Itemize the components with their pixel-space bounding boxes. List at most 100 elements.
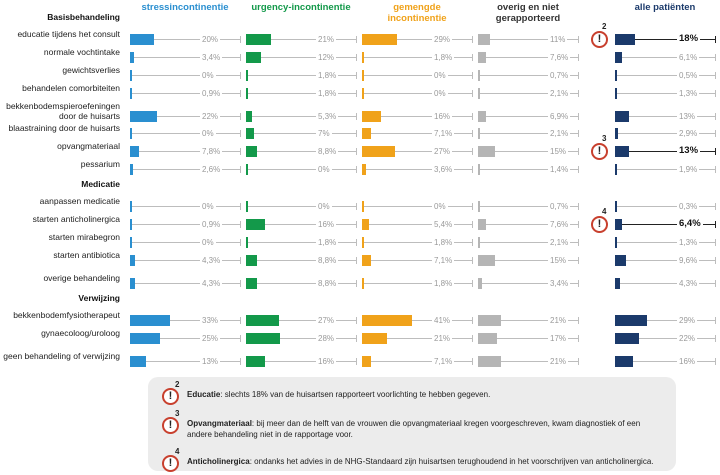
bar xyxy=(362,333,388,344)
value-label: 17% xyxy=(548,333,569,344)
ruler-end xyxy=(715,130,716,137)
value-label: 29% xyxy=(677,315,698,326)
ruler xyxy=(616,242,715,243)
ruler-end xyxy=(356,113,357,120)
bar xyxy=(478,70,480,81)
ruler xyxy=(130,206,240,207)
bar xyxy=(246,88,249,99)
bar xyxy=(615,278,620,289)
value-label: 15% xyxy=(548,255,569,266)
ruler xyxy=(246,169,356,170)
bar xyxy=(130,70,132,81)
ruler-end xyxy=(356,90,357,97)
bar xyxy=(362,128,371,139)
value-label: 3,4% xyxy=(548,278,571,289)
ruler-end xyxy=(715,257,716,264)
ruler xyxy=(364,57,472,58)
ruler-end xyxy=(472,113,473,120)
footnote: Educatie: slechts 18% van de huisartsen … xyxy=(187,389,657,400)
bar xyxy=(362,201,364,212)
bar xyxy=(130,128,132,139)
value-label: 2,6% xyxy=(200,164,223,175)
bar xyxy=(478,255,495,266)
ruler-end xyxy=(356,148,357,155)
value-label: 18% xyxy=(677,32,701,44)
ruler xyxy=(364,242,472,243)
bar xyxy=(615,34,635,45)
series-title: urgency-incontinentie xyxy=(251,2,351,13)
ruler xyxy=(387,338,472,339)
category-label: behandelen comorbiteiten xyxy=(22,83,120,93)
ruler xyxy=(362,206,472,207)
footnote-text: : ondanks het advies in de NHG-Standaard… xyxy=(249,457,654,466)
ruler xyxy=(156,116,240,117)
ruler xyxy=(135,260,240,261)
bar xyxy=(246,219,266,230)
value-label: 7,1% xyxy=(432,356,455,367)
value-label: 2,1% xyxy=(548,88,571,99)
bar xyxy=(615,146,630,157)
bar xyxy=(130,34,155,45)
value-label: 7,1% xyxy=(432,128,455,139)
bar xyxy=(615,88,617,99)
ruler-end xyxy=(472,358,473,365)
ruler xyxy=(265,361,356,362)
bar xyxy=(246,255,257,266)
bar xyxy=(478,164,480,175)
warning-icon: ! xyxy=(162,417,179,434)
value-label: 8,8% xyxy=(316,146,339,157)
ruler xyxy=(248,242,356,243)
value-label: 2,1% xyxy=(548,237,571,248)
value-label: 3,4% xyxy=(200,52,223,63)
ruler xyxy=(256,283,356,284)
bar xyxy=(246,356,266,367)
ruler xyxy=(490,39,578,40)
value-label: 4,3% xyxy=(677,278,700,289)
ruler-end xyxy=(240,203,241,210)
ruler-end xyxy=(578,166,579,173)
footnote-term: Educatie xyxy=(187,390,221,399)
ruler-end xyxy=(472,72,473,79)
footnote-term: Anticholinergica xyxy=(187,457,250,466)
ruler xyxy=(370,361,472,362)
category-label: gewichtsverlies xyxy=(62,65,120,75)
bar xyxy=(362,278,365,289)
value-label: 3,6% xyxy=(432,164,455,175)
ruler-end xyxy=(578,221,579,228)
ruler-end xyxy=(472,257,473,264)
value-label: 7,6% xyxy=(548,52,571,63)
bar xyxy=(130,278,136,289)
category-label: normale vochtintake xyxy=(43,47,120,57)
value-label: 7,6% xyxy=(548,219,571,230)
ruler-end xyxy=(715,113,716,120)
ruler xyxy=(130,75,240,76)
value-label: 12% xyxy=(316,52,337,63)
bar xyxy=(362,88,364,99)
ruler-end xyxy=(356,317,357,324)
ruler xyxy=(622,224,715,225)
ruler xyxy=(256,151,356,152)
value-label: 7,8% xyxy=(200,146,223,157)
value-label: 8,8% xyxy=(316,255,339,266)
section-title: Basisbehandeling xyxy=(47,12,120,22)
ruler-end xyxy=(240,335,241,342)
ruler xyxy=(494,260,578,261)
ruler xyxy=(618,133,715,134)
ruler-end xyxy=(240,358,241,365)
ruler-end xyxy=(578,317,579,324)
ruler-end xyxy=(715,36,716,43)
bar xyxy=(615,164,618,175)
ruler xyxy=(145,361,240,362)
footnote-text: : bij meer dan de helft van de vrouwen d… xyxy=(187,419,641,439)
value-label: 0,3% xyxy=(677,201,700,212)
value-label: 13% xyxy=(677,111,698,122)
warning-icon: ! xyxy=(162,388,179,405)
bar xyxy=(130,201,132,212)
ruler-end xyxy=(715,358,716,365)
marker-number: 2 xyxy=(175,380,180,389)
ruler-end xyxy=(578,148,579,155)
ruler-end xyxy=(472,280,473,287)
warning-icon: ! xyxy=(162,455,179,472)
ruler-end xyxy=(240,257,241,264)
bar xyxy=(478,237,481,248)
